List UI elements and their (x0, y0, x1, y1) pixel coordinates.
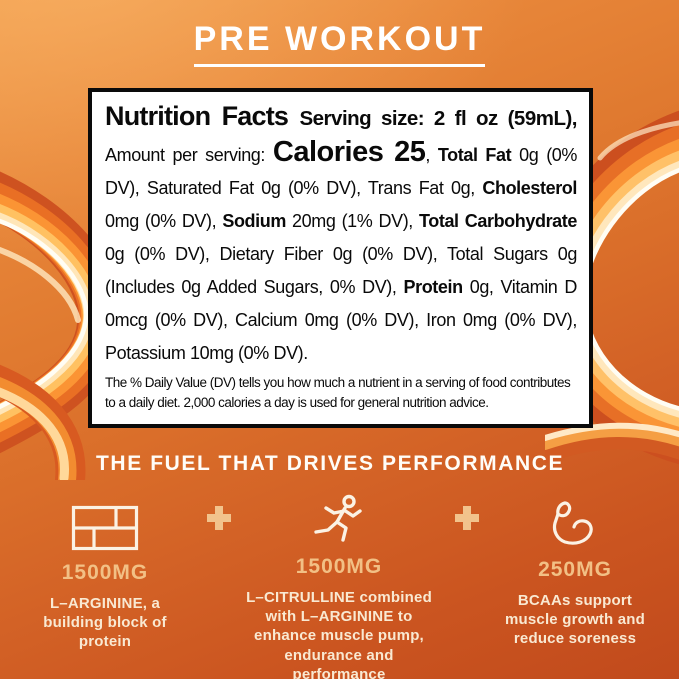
nutrition-facts-title: Nutrition Facts (105, 101, 300, 131)
nutrition-facts-text: Nutrition Facts Serving size: 2 fl oz (5… (105, 100, 577, 370)
plus-icon (455, 506, 479, 530)
nutrition-segment: 0g (0% DV), Dietary Fiber 0g (0% DV), To… (105, 244, 577, 297)
page-title-text: PRE WORKOUT (193, 20, 486, 67)
daily-value-footnote: The % Daily Value (DV) tells you how muc… (105, 375, 571, 410)
nutrition-segment: Protein (403, 277, 464, 297)
amount-per-serving-label: Amount per serving: (105, 145, 273, 165)
fuel-column-bcaa: 250MG BCAAs support muscle growth and re… (500, 497, 650, 649)
fuel-column-arginine: 1500MG L–ARGININE, a building block of p… (28, 500, 182, 652)
nutrition-segment: , (425, 145, 438, 165)
nutrition-segment: 0mg (0% DV), (105, 211, 223, 231)
fuel-heading: THE FUEL THAT DRIVES PERFORMANCE (96, 452, 565, 475)
nutrition-segment: Sodium (222, 211, 286, 231)
nutrition-segment: 0g, Vitamin D 0mcg (0% DV), Calcium 0mg … (105, 277, 578, 363)
nutrition-segment: 20mg (1% DV), (285, 211, 419, 231)
amount-description: BCAAs support muscle growth and reduce s… (504, 592, 646, 648)
plus-icon (207, 506, 231, 530)
bricks-icon (28, 500, 182, 556)
serving-size: Serving size: 2 fl oz (59mL), (299, 107, 577, 130)
calories-value: Calories 25 (272, 136, 426, 168)
nutrition-segment: Total Fat (437, 145, 512, 165)
fuel-column-citrulline: 1500MG L–CITRULLINE combined with L–ARGI… (236, 494, 442, 679)
amount-value: 250MG (538, 558, 612, 581)
nutrition-facts-panel: Nutrition Facts Serving size: 2 fl oz (5… (88, 88, 593, 428)
amount-value: 1500MG (61, 561, 149, 584)
bicep-icon (500, 497, 650, 553)
amount-description: L–ARGININE, a building block of protein (43, 595, 167, 651)
page-title: PRE WORKOUT (0, 20, 679, 67)
amount-description: L–CITRULLINE combined with L–ARGININE to… (246, 589, 432, 679)
nutrition-segment: Total Carbohydrate (419, 211, 577, 231)
runner-icon (236, 494, 442, 550)
nutrition-segment: Cholesterol (482, 178, 577, 198)
amount-value: 1500MG (295, 555, 383, 578)
